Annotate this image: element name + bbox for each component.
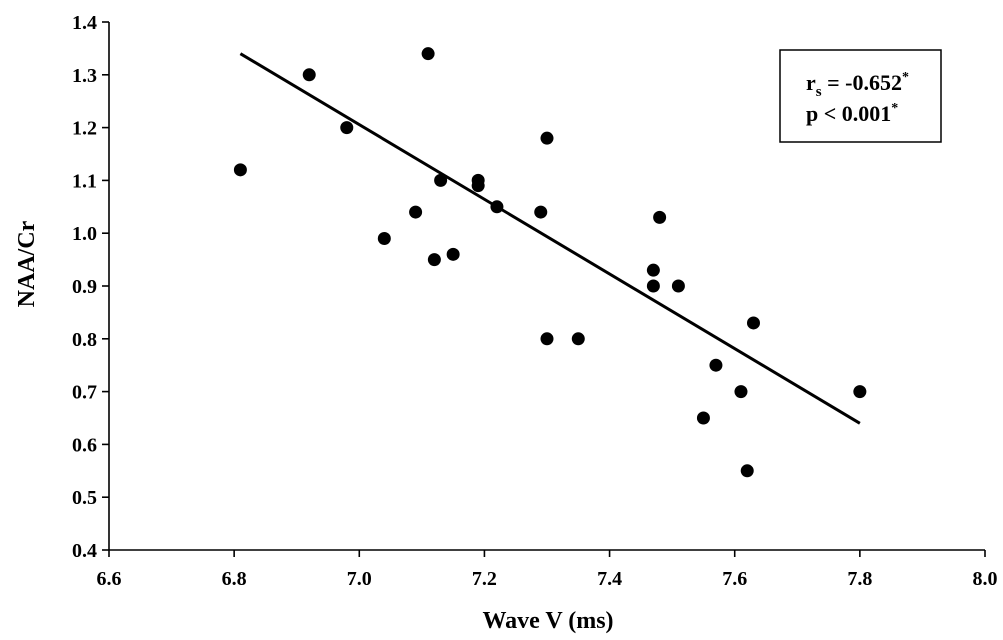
- data-point: [734, 385, 748, 399]
- x-tick-label: 7.2: [472, 568, 497, 590]
- y-tick-label: 0.6: [72, 434, 97, 456]
- x-tick-label: 6.8: [222, 568, 247, 590]
- data-point: [377, 231, 391, 245]
- x-axis-title: Wave V (ms): [482, 608, 613, 634]
- data-point: [340, 121, 354, 135]
- y-tick-label: 0.5: [72, 487, 97, 509]
- data-point: [233, 163, 247, 177]
- data-point: [646, 263, 660, 277]
- p-value-text: p < 0.001*: [806, 101, 898, 126]
- correlation-annotation-box: rs = -0.652* p < 0.001*: [779, 49, 942, 143]
- y-tick-label: 0.8: [72, 329, 97, 351]
- r-superscript: *: [902, 70, 909, 85]
- data-point: [746, 316, 760, 330]
- annotation-border: [779, 49, 942, 143]
- data-point: [471, 179, 485, 193]
- y-tick-label: 0.9: [72, 276, 97, 298]
- data-point: [409, 205, 423, 219]
- data-points: [233, 47, 867, 478]
- p-superscript: *: [891, 101, 898, 116]
- data-point: [427, 253, 441, 267]
- x-axis-ticks: 6.6 6.8 7.0 7.2 7.4 7.6 7.8 8.0: [97, 550, 998, 590]
- trend-line: [239, 52, 861, 425]
- data-point: [740, 464, 754, 478]
- data-point: [534, 205, 548, 219]
- data-point: [540, 131, 554, 145]
- data-point: [302, 68, 316, 82]
- data-point: [421, 47, 435, 61]
- data-point: [571, 332, 585, 346]
- x-tick-label: 7.0: [347, 568, 372, 590]
- data-point: [671, 279, 685, 293]
- data-point: [490, 200, 504, 214]
- x-tick-label: 7.6: [722, 568, 747, 590]
- data-point: [646, 279, 660, 293]
- y-tick-label: 0.4: [72, 540, 97, 562]
- y-tick-label: 1.4: [72, 12, 97, 34]
- y-tick-label: 1.1: [72, 170, 97, 192]
- spearman-r-text: rs = -0.652*: [806, 70, 909, 100]
- r-subscript: s: [816, 84, 822, 100]
- x-tick-label: 8.0: [973, 568, 998, 590]
- y-tick-label: 1.2: [72, 118, 97, 140]
- data-point: [653, 210, 667, 224]
- data-point: [434, 173, 448, 187]
- r-symbol: r: [806, 70, 816, 95]
- data-point: [446, 247, 460, 261]
- p-value: p < 0.001: [806, 101, 891, 126]
- y-axis-title: NAA/Cr: [14, 220, 40, 307]
- data-point: [540, 332, 554, 346]
- data-point: [696, 411, 710, 425]
- data-point: [709, 358, 723, 372]
- y-tick-label: 0.7: [72, 382, 97, 404]
- r-value: = -0.652: [822, 70, 902, 95]
- data-point: [853, 385, 867, 399]
- x-tick-label: 6.6: [97, 568, 122, 590]
- y-axis-ticks: 0.4 0.5 0.6 0.7 0.8 0.9 1.0 1.1 1.2 1.3 1.4: [72, 12, 109, 562]
- x-tick-label: 7.4: [597, 568, 622, 590]
- x-tick-label: 7.8: [847, 568, 872, 590]
- y-tick-label: 1.3: [72, 65, 97, 87]
- y-tick-label: 1.0: [72, 223, 97, 245]
